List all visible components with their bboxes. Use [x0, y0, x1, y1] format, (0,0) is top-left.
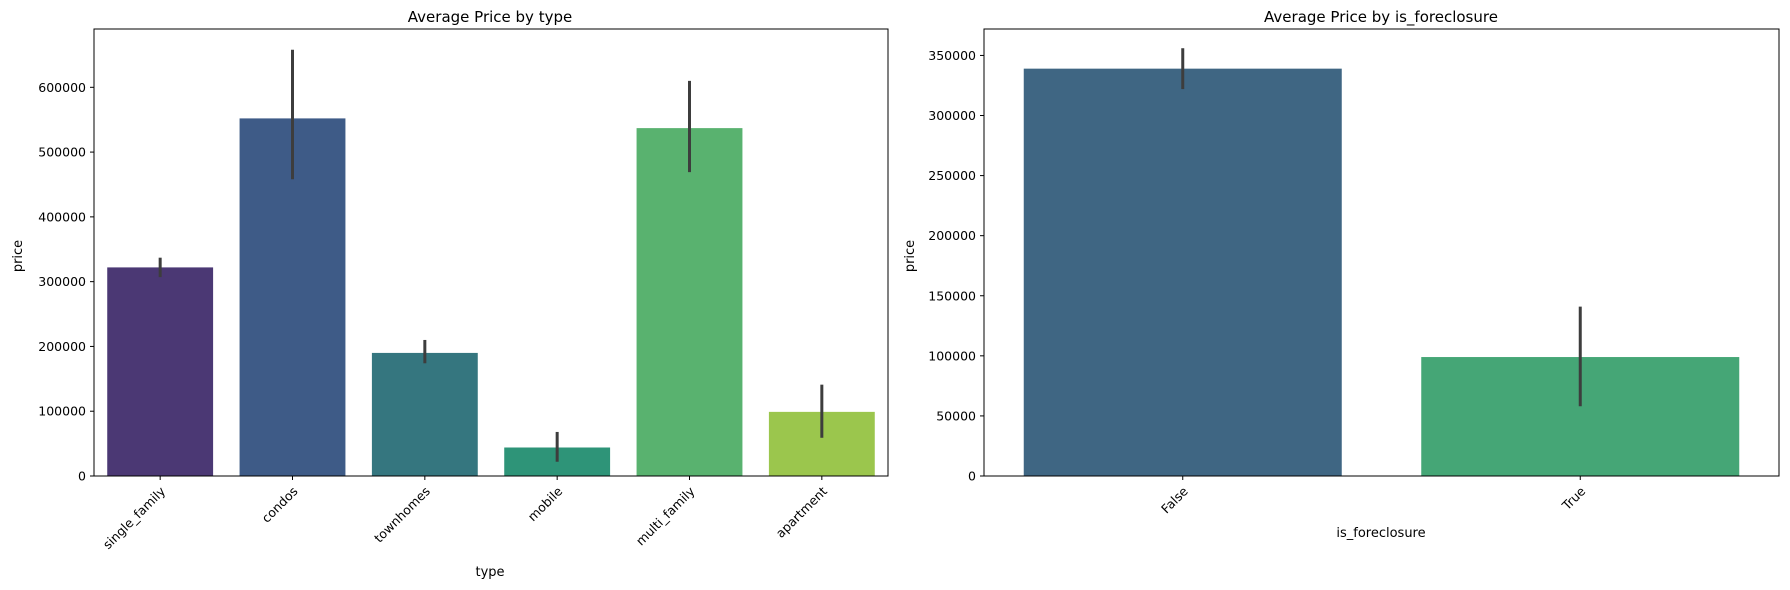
- x-tick-label: single_family: [100, 483, 169, 552]
- y-tick-label: 250000: [928, 168, 976, 183]
- chart-title: Average Price by type: [408, 8, 572, 26]
- y-tick-label: 100000: [928, 348, 976, 363]
- bar-single_family: [107, 267, 214, 476]
- y-axis-label: price: [11, 240, 26, 272]
- y-tick-label: 350000: [928, 48, 976, 63]
- y-tick-label: 150000: [928, 288, 976, 303]
- plot-frame: [93, 28, 889, 477]
- y-tick-label: 0: [78, 469, 86, 484]
- bars-layer: single_family condos townhomes mobile multi_…: [38, 49, 875, 552]
- y-tick-label: 400000: [38, 209, 86, 224]
- x-tick-label: multi_family: [633, 483, 698, 548]
- y-tick-label: 600000: [38, 80, 86, 95]
- y-tick-label: 300000: [928, 108, 976, 123]
- plot-frame: [983, 28, 1780, 477]
- chart-price-by-type: Average Price by type price type single_…: [11, 8, 889, 580]
- bar-townhomes: [371, 352, 478, 476]
- y-axis-label: price: [903, 240, 918, 272]
- x-tick-label: False: [1158, 483, 1191, 516]
- bars-layer: False True 0 50000 100000 150000 200000 250000 3…: [928, 48, 1740, 516]
- y-tick-label: 100000: [38, 404, 86, 419]
- y-tick-label: 0: [968, 469, 976, 484]
- bar-multi_family: [636, 128, 743, 477]
- x-tick-label: condos: [259, 484, 301, 526]
- x-tick-label: mobile: [525, 483, 566, 524]
- x-axis-label: type: [475, 565, 504, 580]
- bar-False: [1023, 68, 1342, 476]
- y-tick-label: 200000: [928, 228, 976, 243]
- y-tick-label: 300000: [38, 274, 86, 289]
- chart-price-by-foreclosure: Average Price by is_foreclosure price is…: [903, 8, 1780, 541]
- chart-title: Average Price by is_foreclosure: [1264, 8, 1498, 27]
- y-tick-label: 50000: [936, 408, 976, 423]
- x-tick-label: apartment: [773, 483, 830, 540]
- x-axis-label: is_foreclosure: [1336, 526, 1425, 541]
- x-tick-label: True: [1558, 483, 1588, 513]
- y-tick-label: 500000: [38, 145, 86, 160]
- x-tick-label: townhomes: [371, 484, 433, 546]
- y-tick-label: 200000: [38, 339, 86, 354]
